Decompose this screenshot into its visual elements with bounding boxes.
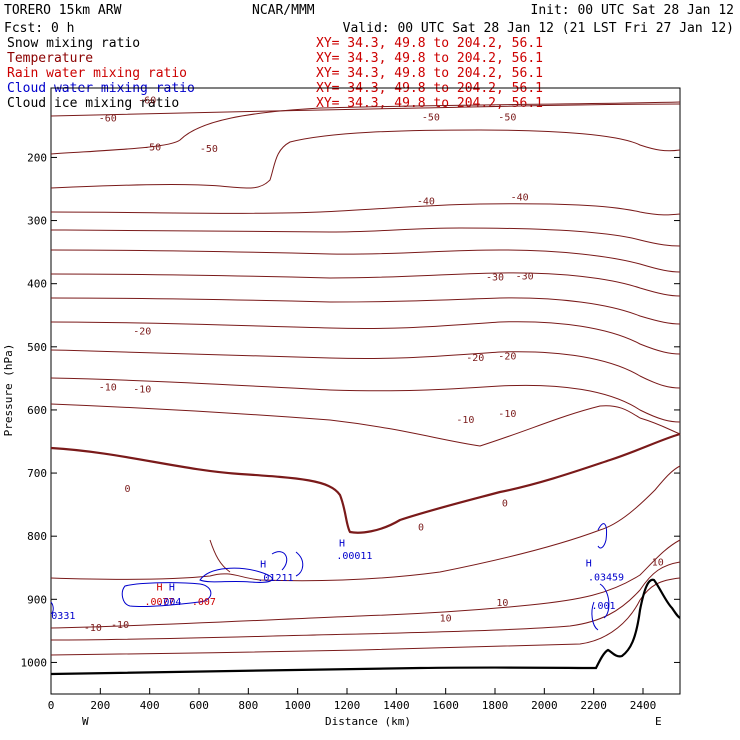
x-tick-label: 1200: [334, 699, 361, 712]
temperature-label: -10: [456, 415, 474, 426]
x-tick-label: 2200: [580, 699, 607, 712]
temperature-label: -10: [498, 409, 516, 420]
maximum-label: .007: [192, 597, 216, 608]
east-label: E: [655, 715, 662, 728]
terrain-line: [50, 578, 681, 676]
temperature-label: -20: [133, 326, 151, 337]
x-tick-label: 1600: [432, 699, 459, 712]
temperature-label: -40: [417, 196, 435, 207]
y-tick-label: 300: [27, 215, 47, 228]
org-title: NCAR/MMM: [252, 3, 315, 18]
maximum-label: .004: [157, 597, 181, 608]
temperature-label: -50: [498, 112, 516, 123]
valid-time: Valid: 00 UTC Sat 28 Jan 12 (21 LST Fri …: [343, 21, 734, 36]
maximum-label: 0331: [51, 611, 75, 622]
maximum-label: H: [157, 583, 163, 594]
y-tick-label: 1000: [21, 656, 48, 669]
field-coords: XY= 34.3, 49.8 to 204.2, 56.1: [316, 51, 543, 66]
y-tick-label: 200: [27, 151, 47, 164]
field-coords: XY= 34.3, 49.8 to 204.2, 56.1: [316, 66, 543, 81]
y-axis-label: Pressure (hPa): [2, 344, 15, 437]
field-name: Cloud ice mixing ratio: [7, 96, 179, 111]
x-tick-label: 1400: [383, 699, 410, 712]
maximum-label: .00011: [336, 551, 372, 562]
temperature-label: -20: [466, 353, 484, 364]
temperature-label: -10: [99, 383, 117, 394]
temperature-label: -40: [511, 193, 529, 204]
x-tick-label: 2000: [531, 699, 558, 712]
field-name: Snow mixing ratio: [7, 36, 140, 51]
field-name: Rain water mixing ratio: [7, 66, 187, 81]
temperature-label: -10: [111, 620, 129, 631]
x-tick-label: 2400: [630, 699, 657, 712]
maximum-label: H: [169, 583, 175, 594]
temperature-label: 0: [418, 523, 424, 534]
temperature-label: 0: [124, 484, 130, 495]
x-tick-label: 800: [238, 699, 258, 712]
maximum-label: H: [586, 559, 592, 570]
init-time: Init: 00 UTC Sat 28 Jan 12: [531, 3, 735, 18]
y-tick-label: 900: [27, 593, 47, 606]
temperature-label: -60: [138, 95, 156, 106]
x-tick-label: 400: [140, 699, 160, 712]
maximum-labels: H.0077H.004.007H.01211H.00011H.03459.001…: [51, 539, 624, 623]
y-tick-label: 800: [27, 530, 47, 543]
temperature-label: -60: [99, 114, 117, 125]
maximum-label: .03459: [588, 573, 624, 584]
field-coords: XY= 34.3, 49.8 to 204.2, 56.1: [316, 96, 543, 111]
maximum-label: H: [339, 539, 345, 550]
x-tick-label: 600: [189, 699, 209, 712]
y-tick-label: 700: [27, 467, 47, 480]
temperature-labels: -60 -60 -50 -50 -50 -50 -40 -40 -30 -30 -20 -20 -20 -…: [84, 95, 664, 634]
x-tick-label: 1000: [284, 699, 311, 712]
temperature-label: -30: [516, 271, 534, 282]
temperature-label: -50: [143, 143, 161, 154]
maximum-label: .01211: [257, 573, 293, 584]
x-axis-label: Distance (km): [325, 715, 411, 728]
forecast-hour: Fcst: 0 h: [4, 21, 74, 36]
y-tick-label: 600: [27, 404, 47, 417]
temperature-label: 10: [652, 557, 664, 568]
temperature-label: 10: [440, 614, 452, 625]
field-name: Temperature: [7, 51, 93, 66]
y-tick-label: 400: [27, 278, 47, 291]
temperature-label: -50: [422, 112, 440, 123]
temperature-label: -10: [84, 623, 102, 634]
maximum-label: .0077: [144, 597, 174, 608]
x-tick-label: 1800: [482, 699, 509, 712]
plot-frame: [50, 87, 681, 695]
cloud-water-contours: [50, 523, 610, 631]
temperature-label: -10: [133, 384, 151, 395]
x-tick-label: 200: [90, 699, 110, 712]
temperature-label: -20: [498, 352, 516, 363]
distance-axis: 0 200 400 600 800 1000 1200 1400 1600 1800 2000 220…: [48, 688, 657, 712]
model-title: TORERO 15km ARW: [4, 3, 122, 18]
field-coords: XY= 34.3, 49.8 to 204.2, 56.1: [316, 36, 543, 51]
temperature-contours: [50, 101, 681, 656]
field-legend: Snow mixing ratio XY= 34.3, 49.8 to 204.2…: [7, 36, 543, 111]
x-tick-label: 0: [48, 699, 55, 712]
temperature-label: -30: [486, 273, 504, 284]
temperature-label: -50: [200, 144, 218, 155]
maximum-label: H: [260, 559, 266, 570]
y-tick-label: 500: [27, 341, 47, 354]
maximum-label: .001: [591, 601, 615, 612]
temperature-label: 0: [502, 499, 508, 510]
west-label: W: [82, 715, 89, 728]
temperature-label: 10: [496, 598, 508, 609]
